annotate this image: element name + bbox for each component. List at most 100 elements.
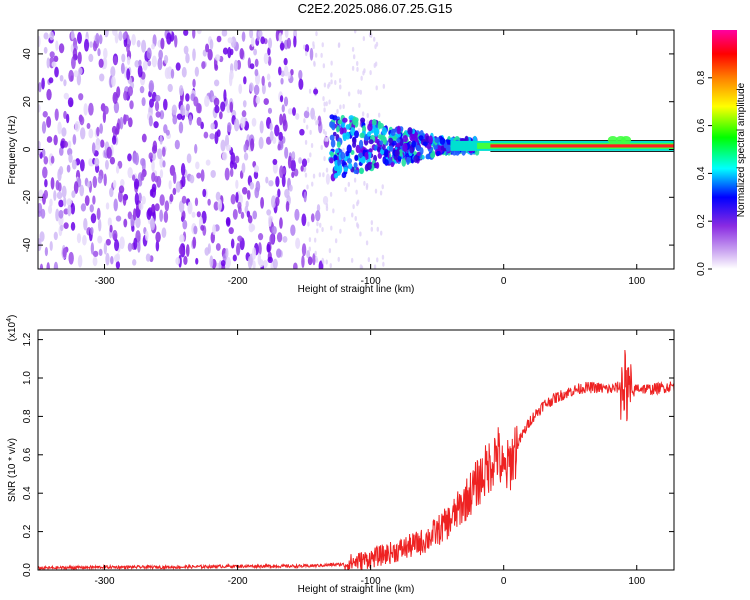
spectrogram-noise-blob bbox=[113, 254, 119, 263]
spectrogram-noise-blob bbox=[304, 139, 308, 145]
snr-series-line bbox=[38, 349, 674, 570]
spectrogram-noise-blob bbox=[306, 250, 311, 259]
spectrogram-noise-blob bbox=[362, 70, 365, 76]
spectrogram-noise-blob bbox=[374, 188, 378, 194]
spectrogram-noise-blob bbox=[238, 83, 243, 95]
spectrogram-signal-blob bbox=[381, 127, 388, 136]
spectrogram-noise-blob bbox=[278, 131, 283, 142]
spectrogram-signal-blob bbox=[607, 135, 618, 144]
spectrogram-noise-blob bbox=[154, 203, 160, 212]
spectrogram-noise-blob bbox=[42, 111, 48, 118]
spectrogram-noise-blob bbox=[127, 117, 133, 128]
spectrogram-noise-blob bbox=[78, 93, 84, 101]
spectrogram-noise-blob bbox=[279, 42, 285, 51]
spectrogram-noise-blob bbox=[259, 259, 264, 268]
spectrogram-signal-blob bbox=[341, 159, 346, 168]
spectrogram-noise-blob bbox=[159, 209, 164, 222]
spectrogram-noise-blob bbox=[116, 122, 120, 135]
colorbar-tick-label: 0.2 bbox=[696, 214, 707, 228]
spectrogram-signal-blob bbox=[382, 136, 387, 145]
spectrogram-noise-blob bbox=[71, 190, 76, 198]
spectrogram-noise-blob bbox=[49, 31, 55, 41]
spectrogram-noise-blob bbox=[155, 231, 161, 243]
spectrogram-noise-blob bbox=[151, 186, 157, 198]
spectrogram-noise-blob bbox=[271, 225, 277, 235]
spectrogram-noise-blob bbox=[114, 32, 119, 44]
spectrogram-noise-blob bbox=[241, 186, 248, 195]
spectrogram-noise-blob bbox=[43, 189, 49, 199]
spectrogram-noise-blob bbox=[109, 187, 114, 198]
colorbar-tick-label: 0.0 bbox=[696, 262, 707, 276]
spectrogram-noise-blob bbox=[318, 172, 322, 178]
spectrogram-noise-blob bbox=[278, 32, 283, 43]
colorbar-ticks: 0.0 0.2 0.4 0.6 0.8 bbox=[696, 70, 712, 276]
spectrogram-noise-blob bbox=[377, 112, 381, 118]
spectrogram-noise-blob bbox=[313, 88, 319, 95]
spectrogram-noise-blob bbox=[98, 58, 104, 68]
spectrogram-noise-blob bbox=[151, 152, 156, 161]
spectrogram-signal-blob bbox=[407, 127, 413, 135]
spectrogram-noise-blob bbox=[359, 231, 362, 237]
spectrogram-noise-blob bbox=[144, 230, 149, 241]
spectrogram-noise-blob bbox=[187, 201, 193, 215]
spectrogram-signal-blob bbox=[426, 143, 432, 150]
spectrogram-noise-blob bbox=[99, 73, 105, 82]
spectrogram-noise-blob bbox=[266, 209, 272, 216]
spectrogram-noise-blob bbox=[194, 143, 198, 154]
spectrogram-noise-blob bbox=[126, 56, 131, 66]
spectrogram-noise-blob bbox=[240, 116, 246, 129]
spectrogram-signal-blob bbox=[330, 139, 336, 148]
spectrogram-noise-blob bbox=[313, 237, 317, 243]
spectrogram-noise-blob bbox=[283, 57, 288, 66]
snr-y-tick-label: 0.4 bbox=[22, 486, 33, 500]
spectrogram-noise-blob bbox=[324, 136, 327, 142]
spectrogram-noise-blob bbox=[282, 235, 288, 243]
spectrogram-noise-blob bbox=[310, 213, 315, 223]
spectrogram-noise-blob bbox=[326, 136, 329, 142]
spectrogram-noise-blob bbox=[308, 237, 312, 243]
spectrogram-noise-blob bbox=[339, 228, 342, 234]
spectrogram-signal-blob bbox=[416, 144, 421, 152]
spectrogram-noise-blob bbox=[217, 198, 222, 212]
spectrogram-noise-blob bbox=[308, 88, 312, 94]
spectrogram-noise-blob bbox=[301, 213, 307, 227]
spectrogram-noise-blob bbox=[214, 131, 219, 145]
spectrogram-noise-blob bbox=[98, 218, 102, 232]
spectrogram-noise-blob bbox=[315, 120, 318, 126]
spectrogram-noise-blob bbox=[277, 143, 281, 151]
spectrogram-signal-blob bbox=[366, 162, 372, 171]
spectrogram-signal-blob bbox=[358, 152, 363, 158]
spectrogram-noise-blob bbox=[258, 136, 264, 150]
spectrogram-noise-blob bbox=[338, 78, 342, 84]
spectrogram-noise-blob bbox=[290, 68, 294, 76]
spectrogram-noise-blob bbox=[272, 258, 278, 269]
snr-y-tick-label: 1.2 bbox=[22, 332, 33, 346]
spectrogram-noise-blob bbox=[174, 139, 180, 150]
spectrogram-noise-blob bbox=[70, 202, 76, 215]
spectrogram-noise-blob bbox=[49, 240, 53, 251]
spectrogram-noise-blob bbox=[176, 113, 183, 120]
spectrogram-signal-blob bbox=[411, 140, 417, 148]
spectrogram-noise-blob bbox=[105, 202, 110, 210]
spectrogram-noise-blob bbox=[58, 199, 64, 208]
spectrogram-noise-blob bbox=[375, 41, 379, 47]
snr-y-tick-label: 0.0 bbox=[22, 563, 33, 577]
spectrogram-noise-blob bbox=[298, 78, 304, 90]
spectrogram-signal-blob bbox=[360, 117, 366, 124]
spectrogram-noise-blob bbox=[373, 36, 376, 42]
spectrogram-noise-blob bbox=[272, 158, 278, 166]
spectrogram-noise-blob bbox=[70, 30, 75, 40]
spectrogram-signal-blob bbox=[401, 158, 407, 167]
spectrogram-noise-blob bbox=[114, 239, 120, 252]
spectrogram-noise-blob bbox=[303, 110, 310, 119]
spectrogram-noise-blob bbox=[257, 233, 264, 241]
spectrogram-noise-blob bbox=[189, 174, 195, 184]
spectrogram-noise-blob bbox=[148, 80, 155, 93]
spectrogram-noise-blob bbox=[178, 121, 184, 134]
spectrogram-noise-blob bbox=[226, 218, 231, 227]
spectrogram-x-tick-label: 100 bbox=[628, 276, 645, 287]
spectrogram-noise-blob bbox=[63, 79, 67, 87]
spectrogram-noise-blob bbox=[275, 196, 280, 207]
spectrogram-noise-blob bbox=[365, 182, 369, 188]
spectrogram-noise-blob bbox=[53, 55, 59, 63]
